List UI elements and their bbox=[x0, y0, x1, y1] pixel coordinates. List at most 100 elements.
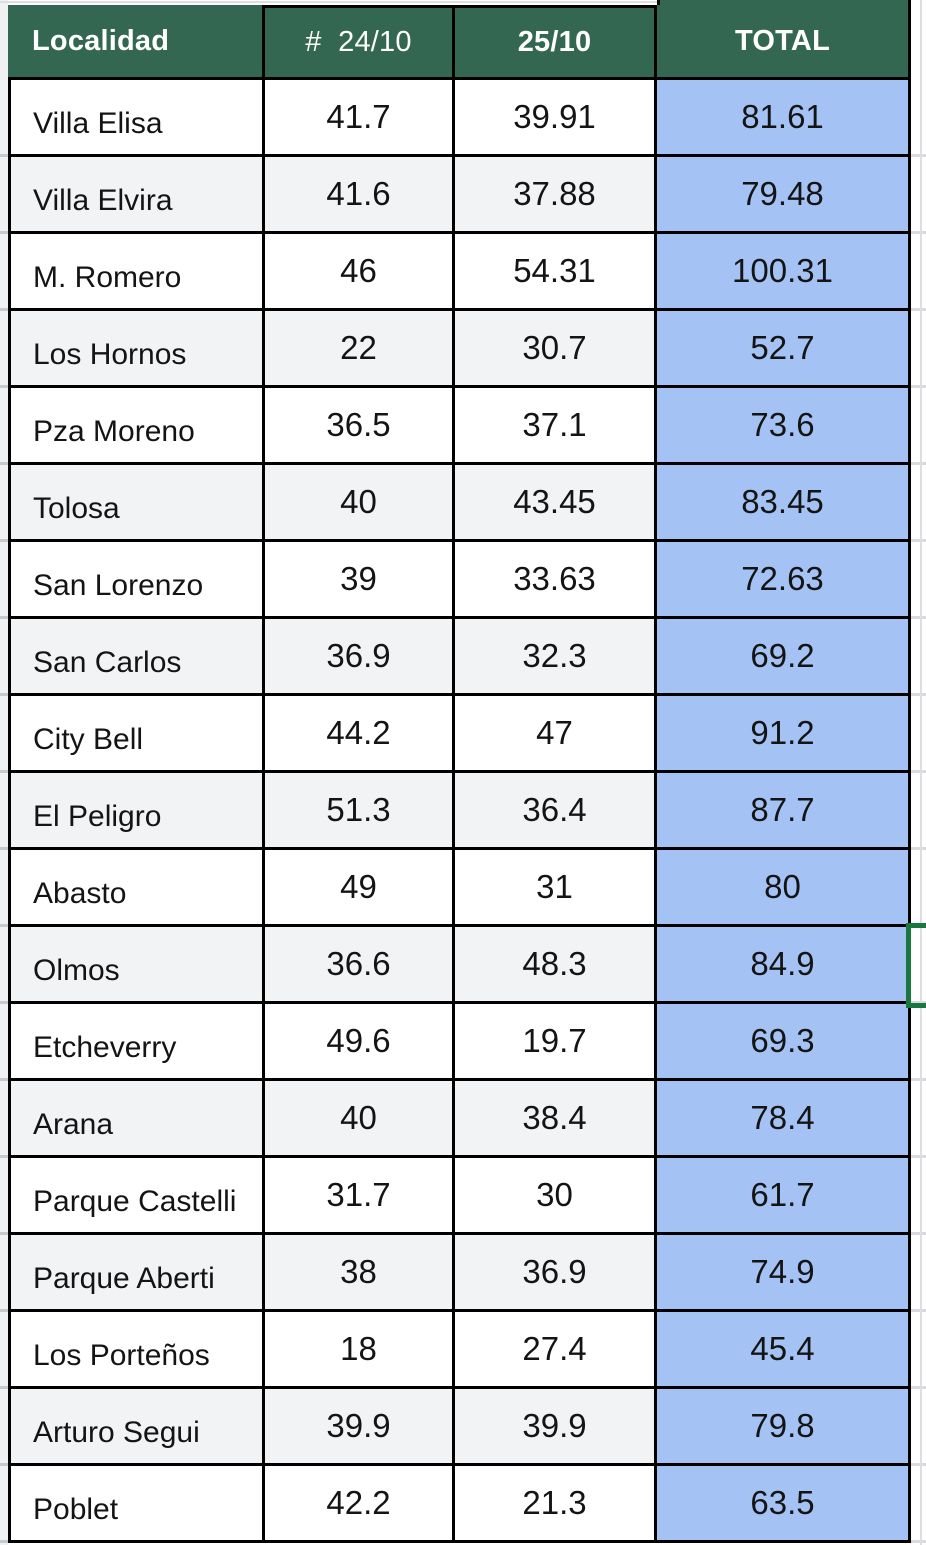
value-24-10-cell[interactable]: 39 bbox=[265, 542, 455, 619]
locality-cell[interactable]: Los Hornos bbox=[8, 311, 265, 388]
table-row: M. Romero 46 54.31 100.31 bbox=[8, 234, 911, 311]
locality-cell[interactable]: Olmos bbox=[8, 927, 265, 1004]
value-24-10-cell[interactable]: 18 bbox=[265, 1312, 455, 1389]
header-localidad[interactable]: Localidad bbox=[8, 5, 265, 80]
value-25-10-cell[interactable]: 38.4 bbox=[455, 1081, 657, 1158]
locality-cell[interactable]: Villa Elisa bbox=[8, 80, 265, 157]
total-cell[interactable]: 87.7 bbox=[657, 773, 911, 850]
value-24-10-cell[interactable]: 49 bbox=[265, 850, 455, 927]
locality-cell[interactable]: Los Porteños bbox=[8, 1312, 265, 1389]
value-25-10-cell[interactable]: 33.63 bbox=[455, 542, 657, 619]
locality-cell[interactable]: M. Romero bbox=[8, 234, 265, 311]
value-24-10-cell[interactable]: 51.3 bbox=[265, 773, 455, 850]
table-header-row: Localidad # 24/10 25/10 TOTAL bbox=[8, 5, 911, 80]
total-cell[interactable]: 78.4 bbox=[657, 1081, 911, 1158]
locality-cell[interactable]: Parque Aberti bbox=[8, 1235, 265, 1312]
total-cell[interactable]: 72.63 bbox=[657, 542, 911, 619]
locality-cell[interactable]: Tolosa bbox=[8, 465, 265, 542]
locality-name: City Bell bbox=[33, 723, 144, 756]
total-cell[interactable]: 69.3 bbox=[657, 1004, 911, 1081]
value-24-10-cell[interactable]: 42.2 bbox=[265, 1466, 455, 1543]
total-cell[interactable]: 45.4 bbox=[657, 1312, 911, 1389]
value-24-10: 38 bbox=[340, 1253, 377, 1290]
table-row: Olmos 36.6 48.3 84.9 bbox=[8, 927, 911, 1004]
value-25-10: 38.4 bbox=[522, 1099, 587, 1136]
total-cell[interactable]: 80 bbox=[657, 850, 911, 927]
value-24-10: 51.3 bbox=[326, 791, 391, 828]
total-value: 63.5 bbox=[750, 1484, 815, 1521]
value-25-10: 39.91 bbox=[513, 98, 596, 135]
total-cell[interactable]: 79.8 bbox=[657, 1389, 911, 1466]
value-24-10: 41.6 bbox=[326, 175, 391, 212]
locality-cell[interactable]: San Lorenzo bbox=[8, 542, 265, 619]
value-24-10-cell[interactable]: 41.6 bbox=[265, 157, 455, 234]
header-total[interactable]: TOTAL bbox=[657, 5, 911, 80]
locality-cell[interactable]: City Bell bbox=[8, 696, 265, 773]
value-25-10-cell[interactable]: 21.3 bbox=[455, 1466, 657, 1543]
value-24-10-cell[interactable]: 31.7 bbox=[265, 1158, 455, 1235]
header-24-10[interactable]: # 24/10 bbox=[265, 5, 455, 80]
total-cell[interactable]: 61.7 bbox=[657, 1158, 911, 1235]
locality-cell[interactable]: Arturo Segui bbox=[8, 1389, 265, 1466]
value-25-10-cell[interactable]: 31 bbox=[455, 850, 657, 927]
value-25-10-cell[interactable]: 47 bbox=[455, 696, 657, 773]
locality-cell[interactable]: Poblet bbox=[8, 1466, 265, 1543]
value-25-10-cell[interactable]: 37.1 bbox=[455, 388, 657, 465]
value-25-10-cell[interactable]: 19.7 bbox=[455, 1004, 657, 1081]
value-25-10-cell[interactable]: 27.4 bbox=[455, 1312, 657, 1389]
locality-cell[interactable]: Pza Moreno bbox=[8, 388, 265, 465]
total-cell[interactable]: 52.7 bbox=[657, 311, 911, 388]
value-24-10-cell[interactable]: 36.6 bbox=[265, 927, 455, 1004]
value-24-10-cell[interactable]: 46 bbox=[265, 234, 455, 311]
value-24-10-cell[interactable]: 22 bbox=[265, 311, 455, 388]
value-24-10-cell[interactable]: 36.9 bbox=[265, 619, 455, 696]
value-25-10-cell[interactable]: 32.3 bbox=[455, 619, 657, 696]
value-25-10-cell[interactable]: 43.45 bbox=[455, 465, 657, 542]
locality-cell[interactable]: Villa Elvira bbox=[8, 157, 265, 234]
total-cell[interactable]: 73.6 bbox=[657, 388, 911, 465]
total-cell[interactable]: 100.31 bbox=[657, 234, 911, 311]
value-24-10-cell[interactable]: 49.6 bbox=[265, 1004, 455, 1081]
header-25-10[interactable]: 25/10 bbox=[455, 5, 657, 80]
value-24-10-cell[interactable]: 38 bbox=[265, 1235, 455, 1312]
locality-cell[interactable]: Etcheverry bbox=[8, 1004, 265, 1081]
total-value: 79.8 bbox=[750, 1407, 815, 1444]
value-25-10-cell[interactable]: 48.3 bbox=[455, 927, 657, 1004]
value-24-10-cell[interactable]: 41.7 bbox=[265, 80, 455, 157]
value-24-10-cell[interactable]: 40 bbox=[265, 465, 455, 542]
total-cell[interactable]: 83.45 bbox=[657, 465, 911, 542]
total-cell[interactable]: 84.9 bbox=[657, 927, 911, 1004]
value-24-10-cell[interactable]: 40 bbox=[265, 1081, 455, 1158]
total-cell[interactable]: 91.2 bbox=[657, 696, 911, 773]
total-value: 52.7 bbox=[750, 329, 815, 366]
value-25-10-cell[interactable]: 30.7 bbox=[455, 311, 657, 388]
locality-cell[interactable]: Parque Castelli bbox=[8, 1158, 265, 1235]
value-25-10-cell[interactable]: 30 bbox=[455, 1158, 657, 1235]
total-cell[interactable]: 79.48 bbox=[657, 157, 911, 234]
locality-cell[interactable]: El Peligro bbox=[8, 773, 265, 850]
total-cell[interactable]: 63.5 bbox=[657, 1466, 911, 1543]
table-row: Parque Aberti 38 36.9 74.9 bbox=[8, 1235, 911, 1312]
total-cell[interactable]: 81.61 bbox=[657, 80, 911, 157]
total-cell[interactable]: 69.2 bbox=[657, 619, 911, 696]
table-row: Villa Elvira 41.6 37.88 79.48 bbox=[8, 157, 911, 234]
value-25-10-cell[interactable]: 54.31 bbox=[455, 234, 657, 311]
value-24-10: 49.6 bbox=[326, 1022, 391, 1059]
value-24-10-cell[interactable]: 39.9 bbox=[265, 1389, 455, 1466]
total-cell[interactable]: 74.9 bbox=[657, 1235, 911, 1312]
value-25-10-cell[interactable]: 39.9 bbox=[455, 1389, 657, 1466]
locality-cell[interactable]: San Carlos bbox=[8, 619, 265, 696]
value-24-10-cell[interactable]: 36.5 bbox=[265, 388, 455, 465]
value-24-10: 22 bbox=[340, 329, 377, 366]
locality-cell[interactable]: Arana bbox=[8, 1081, 265, 1158]
value-25-10-cell[interactable]: 39.91 bbox=[455, 80, 657, 157]
value-25-10-cell[interactable]: 36.4 bbox=[455, 773, 657, 850]
value-25-10-cell[interactable]: 37.88 bbox=[455, 157, 657, 234]
table-row: Etcheverry 49.6 19.7 69.3 bbox=[8, 1004, 911, 1081]
locality-name: Pza Moreno bbox=[33, 415, 195, 448]
value-25-10: 19.7 bbox=[522, 1022, 587, 1059]
value-25-10-cell[interactable]: 36.9 bbox=[455, 1235, 657, 1312]
locality-cell[interactable]: Abasto bbox=[8, 850, 265, 927]
value-25-10: 27.4 bbox=[522, 1330, 587, 1367]
value-24-10-cell[interactable]: 44.2 bbox=[265, 696, 455, 773]
